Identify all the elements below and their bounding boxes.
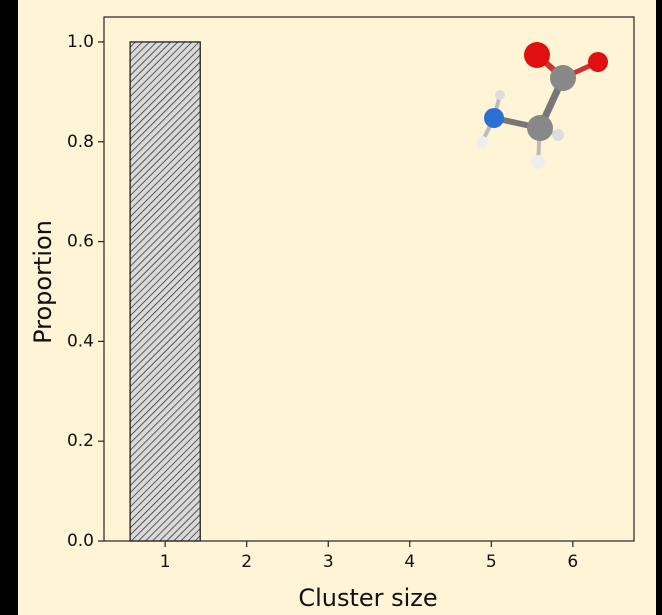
y-axis-label: Proportion — [29, 220, 57, 344]
x-axis-label: Cluster size — [298, 584, 437, 612]
background — [18, 0, 656, 615]
y-tick-label: 0.0 — [67, 531, 94, 551]
x-tick-label: 1 — [160, 552, 171, 572]
x-tick-label: 3 — [323, 552, 334, 572]
y-tick-label: 1.0 — [67, 32, 94, 52]
chart: Cluster size Proportion 0.0 0.2 0.4 0.6 0.8 1… — [0, 0, 662, 615]
bar-hatch — [130, 42, 200, 541]
x-tick-label: 5 — [486, 552, 497, 572]
x-tick-label: 2 — [241, 552, 252, 572]
x-tick-label: 4 — [404, 552, 415, 572]
y-tick-label: 0.2 — [67, 431, 94, 451]
y-tick-label: 0.8 — [67, 132, 94, 152]
y-tick-label: 0.4 — [67, 331, 94, 351]
y-tick-label: 0.6 — [67, 232, 94, 252]
x-tick-label: 6 — [567, 552, 578, 572]
